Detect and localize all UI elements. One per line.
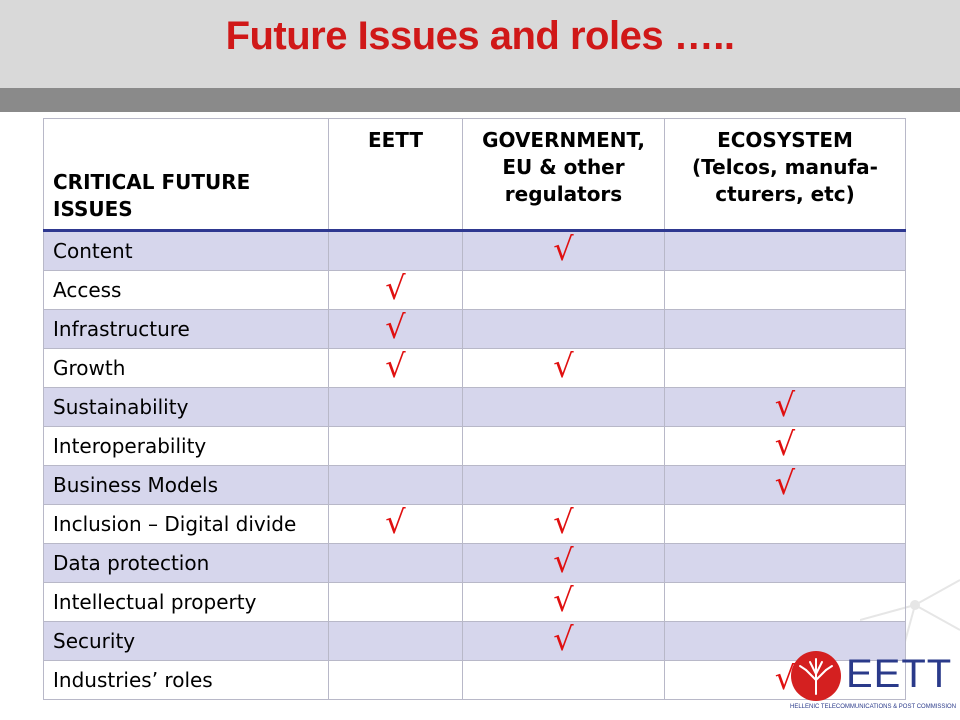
table-row: Sustainability √ — [43, 386, 906, 427]
slide-title: Future Issues and roles ….. — [225, 14, 735, 58]
table-row: Intellectual property √ — [43, 581, 906, 622]
role-cell — [328, 387, 463, 427]
header-line: ECOSYSTEM — [717, 128, 853, 152]
header-government: GOVERNMENT, EU & other regulators — [462, 118, 665, 232]
issue-label: Content — [43, 230, 329, 271]
role-cell — [664, 543, 906, 583]
check-mark-icon: √ — [774, 386, 796, 424]
role-cell — [328, 582, 463, 622]
role-cell — [328, 230, 463, 271]
title-band — [0, 0, 960, 88]
header-line: EU & other — [502, 155, 625, 179]
role-cell — [328, 660, 463, 700]
role-cell: √ — [462, 230, 665, 271]
role-cell — [328, 543, 463, 583]
table-row: Access √ — [43, 269, 906, 310]
check-mark-icon: √ — [774, 659, 796, 697]
role-cell: √ — [664, 464, 906, 505]
role-cell — [462, 660, 665, 700]
check-mark-icon: √ — [553, 230, 574, 268]
table-row: Interoperability √ — [43, 425, 906, 466]
issues-roles-table-container: CRITICAL FUTURE ISSUES EETT GOVERNMENT, … — [43, 118, 906, 700]
header-line: regulators — [504, 182, 623, 206]
check-mark-icon: √ — [553, 620, 574, 658]
issue-label: Business Models — [43, 465, 329, 505]
check-mark-icon: √ — [385, 269, 406, 307]
issue-label: Infrastructure — [43, 309, 329, 349]
eett-subtitle: HELLENIC TELECOMMUNICATIONS & POST COMMI… — [790, 704, 957, 710]
role-cell: √ — [462, 542, 665, 583]
role-cell: √ — [328, 347, 463, 388]
table-row: Security √ — [43, 620, 906, 661]
issue-label: Interoperability — [43, 426, 329, 466]
role-cell: √ — [328, 269, 463, 310]
header-line: GOVERNMENT, — [482, 128, 645, 152]
table-row: Infrastructure √ — [43, 308, 906, 349]
role-cell: √ — [462, 503, 665, 544]
role-cell — [664, 270, 906, 310]
check-mark-icon: √ — [385, 503, 406, 541]
issue-label: Data protection — [43, 543, 329, 583]
role-cell: √ — [664, 386, 906, 427]
check-mark-icon: √ — [385, 308, 406, 346]
header-ecosystem: ECOSYSTEM (Telcos, manufa- cturers, etc) — [664, 118, 906, 232]
check-mark-icon: √ — [385, 347, 406, 385]
role-cell — [462, 426, 665, 466]
role-cell — [462, 270, 665, 310]
check-mark-icon: √ — [553, 581, 574, 619]
issue-label: Security — [43, 621, 329, 661]
role-cell: √ — [328, 308, 463, 349]
issue-label: Growth — [43, 348, 329, 388]
table-row: Industries’ roles √ — [43, 659, 906, 700]
header-line: (Telcos, manufa- — [692, 155, 878, 179]
issue-label: Access — [43, 270, 329, 310]
title-underline-band — [0, 88, 960, 112]
table-row: Growth √ √ — [43, 347, 906, 388]
table-header-row: CRITICAL FUTURE ISSUES EETT GOVERNMENT, … — [43, 118, 906, 232]
role-cell: √ — [664, 425, 906, 466]
table-row: Business Models √ — [43, 464, 906, 505]
check-mark-icon: √ — [553, 347, 574, 385]
header-line: ISSUES — [53, 197, 133, 221]
role-cell — [328, 426, 463, 466]
role-cell — [328, 621, 463, 661]
issue-label: Inclusion – Digital divide — [43, 504, 329, 544]
header-line: CRITICAL FUTURE — [53, 170, 251, 194]
issue-label: Industries’ roles — [43, 660, 329, 700]
table-row: Data protection √ — [43, 542, 906, 583]
role-cell: √ — [462, 347, 665, 388]
role-cell: √ — [462, 581, 665, 622]
role-cell — [462, 309, 665, 349]
role-cell — [664, 504, 906, 544]
role-cell: √ — [664, 659, 906, 700]
eett-emblem-icon — [791, 651, 841, 701]
header-critical-future-issues: CRITICAL FUTURE ISSUES — [43, 118, 329, 232]
role-cell — [664, 582, 906, 622]
check-mark-icon: √ — [774, 464, 796, 502]
role-cell — [462, 387, 665, 427]
issues-roles-table: CRITICAL FUTURE ISSUES EETT GOVERNMENT, … — [43, 118, 906, 700]
table-row: Inclusion – Digital divide √ √ — [43, 503, 906, 544]
header-line: EETT — [367, 128, 424, 152]
issue-label: Intellectual property — [43, 582, 329, 622]
table-body: Content √ Access √ Infrastructure √ Growth √ √ Su… — [43, 230, 906, 700]
table-row: Content √ — [43, 230, 906, 271]
role-cell — [462, 465, 665, 505]
check-mark-icon: √ — [553, 503, 574, 541]
role-cell — [328, 465, 463, 505]
header-line: cturers, etc) — [715, 182, 855, 206]
check-mark-icon: √ — [553, 542, 574, 580]
header-eett: EETT — [328, 118, 463, 232]
check-mark-icon: √ — [774, 425, 796, 463]
role-cell — [664, 348, 906, 388]
role-cell — [664, 230, 906, 271]
eett-wordmark: EETT — [846, 652, 953, 696]
role-cell: √ — [462, 620, 665, 661]
role-cell — [664, 309, 906, 349]
eett-logo: EETT HELLENIC TELECOMMUNICATIONS & POST … — [790, 648, 957, 716]
role-cell: √ — [328, 503, 463, 544]
issue-label: Sustainability — [43, 387, 329, 427]
